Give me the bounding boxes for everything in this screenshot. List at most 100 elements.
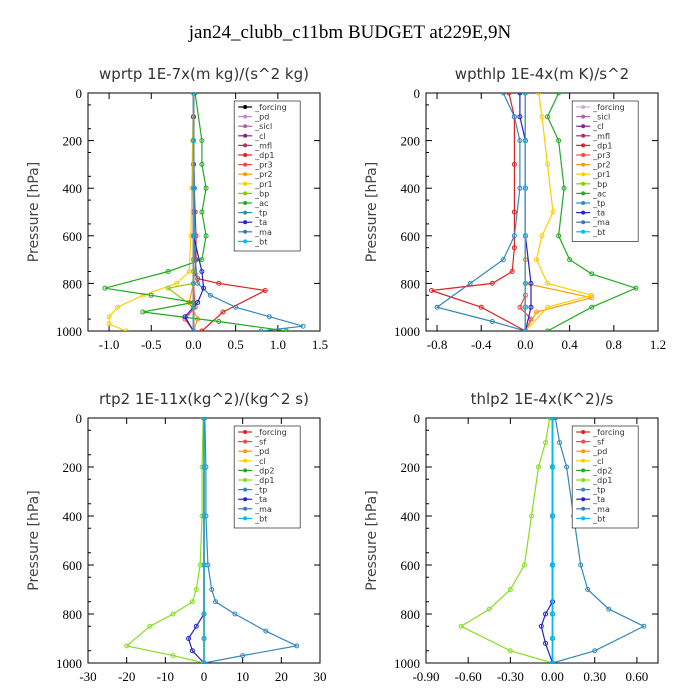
- wprtp-legend-label: _pr2: [254, 170, 272, 179]
- thlp2-legend-marker: [581, 439, 586, 444]
- rtp2-series-group: [124, 418, 300, 663]
- wprtp-legend-marker: [243, 172, 248, 177]
- thlp2-legend-label: _ma: [592, 505, 610, 514]
- thlp2-xtick-label: 0.30: [583, 669, 606, 684]
- wpthlp-legend-label: _tp: [592, 199, 605, 208]
- wprtp-series-point-ta: [195, 299, 201, 305]
- wpthlp-series-point-tp: [511, 233, 517, 239]
- rtp2-series-point-tp: [209, 587, 215, 592]
- rtp2-series-line-dp1: [125, 418, 205, 663]
- thlp2-series-group: [458, 418, 647, 663]
- wprtp-xtick-label: 0.5: [228, 337, 244, 352]
- thlp2-legend-marker: [581, 478, 586, 482]
- thlp2-series-point-dp1: [547, 418, 553, 421]
- wpthlp-series-point-ta: [517, 93, 523, 96]
- wprtp-series-point-ac: [199, 138, 205, 144]
- thlp2-series-point-bt: [550, 418, 556, 421]
- wprtp-legend-marker: [243, 210, 248, 215]
- wprtp-xtick-label: 0.0: [185, 337, 201, 352]
- rtp2-legend: _forcing_sf_pd_cl_dp2_dp1_tp_ta_ma_bt: [233, 425, 301, 529]
- rtp2-legend-marker: [243, 478, 248, 482]
- wpthlp-series-point-dp1: [509, 269, 515, 274]
- thlp2-series-point-ta: [543, 611, 549, 617]
- wpthlp-legend-marker: [581, 153, 586, 157]
- thlp2-series-point-ta: [543, 640, 549, 646]
- rtp2-xtick-label: 20: [275, 669, 288, 684]
- wpthlp-ytick-label: 1000: [394, 324, 420, 339]
- rtp2-series-point-bt: [201, 660, 207, 663]
- wpthlp-series-point-pr1: [545, 280, 551, 286]
- thlp2-legend-label: _cl: [592, 457, 604, 466]
- wprtp-legend-marker: [243, 124, 248, 129]
- wprtp-series-point-bt: [190, 185, 196, 191]
- thlp2-legend-marker: [581, 430, 586, 434]
- wprtp-series-point-bt: [190, 93, 196, 96]
- thlp2-xtick-label: -0.30: [497, 669, 524, 684]
- wprtp-legend-label: _ma: [254, 228, 272, 237]
- wprtp-series-point-ac: [199, 257, 205, 263]
- wpthlp-legend-marker: [581, 201, 586, 205]
- wprtp-legend-marker: [243, 201, 248, 205]
- wpthlp-legend-label: _bp: [592, 180, 607, 189]
- thlp2-series-point-bt: [550, 464, 556, 470]
- thlp2-series-point-bt: [550, 513, 556, 519]
- wprtp-series-point-bt: [190, 233, 196, 239]
- wprtp-ytick-label: 0: [76, 86, 83, 101]
- thlp2-xtick-label: -0.60: [455, 669, 482, 684]
- wpthlp-series-line-tp: [435, 93, 526, 331]
- wpthlp-series-point-pr1: [589, 292, 595, 298]
- rtp2-legend-label: _tp: [254, 486, 267, 495]
- wpthlp-series-point-pr3: [517, 304, 523, 310]
- wprtp-ytick-label: 200: [63, 134, 83, 149]
- thlp2-ytick-label: 0: [414, 411, 421, 426]
- rtp2-legend-label: _dp2: [254, 466, 274, 475]
- wpthlp-series-point-ac: [545, 328, 551, 331]
- wprtp-series-point-ta: [182, 314, 188, 320]
- wprtp-series-point-ac: [203, 233, 209, 239]
- wprtp-title: wprtp 1E-7x(m kg)/(s^2 kg): [99, 65, 309, 83]
- rtp2-series-point-tp: [213, 599, 219, 605]
- thlp2-series-point-dp1: [521, 562, 527, 568]
- wprtp-series-point-tp: [207, 292, 213, 298]
- thlp2-legend-marker: [581, 487, 586, 492]
- wpthlp-legend-label: _sicl: [592, 113, 610, 122]
- rtp2-ytick-label: 0: [76, 411, 83, 426]
- wpthlp-series-point-pr1: [545, 304, 551, 310]
- wpthlp-series-point-ac: [589, 271, 595, 277]
- wprtp-series-point-ac: [203, 185, 209, 191]
- rtp2-xtick-label: -30: [79, 669, 96, 684]
- rtp2-series-point-ta: [193, 623, 199, 629]
- wpthlp-legend-label: _pr2: [592, 161, 610, 170]
- wprtp-xtick-label: 1.5: [312, 337, 328, 352]
- wpthlp-ytick-label: 600: [401, 229, 421, 244]
- wprtp-legend-label: _forcing: [254, 103, 287, 112]
- thlp2-legend-label: _dp1: [592, 476, 612, 485]
- wpthlp-series-point-bt: [522, 93, 528, 96]
- wpthlp-legend-marker: [581, 172, 586, 177]
- wprtp-legend-label: _sicl: [254, 122, 272, 131]
- rtp2-ytick-label: 600: [63, 558, 83, 573]
- wprtp-xtick-label: 1.0: [270, 337, 286, 352]
- thlp2-series-point-bt: [550, 636, 556, 641]
- wprtp-series-point-pr1: [106, 321, 112, 327]
- wpthlp-series-point-dp1: [511, 161, 517, 167]
- thlp2-ytick-label: 200: [401, 460, 421, 475]
- rtp2-series-point-dp1: [189, 599, 195, 605]
- wpthlp-series-line-dp1: [431, 93, 526, 331]
- rtp2-series-point-tp: [240, 653, 246, 659]
- rtp2-xtick-label: 10: [236, 669, 249, 684]
- wprtp-series-point-dp1: [262, 288, 268, 294]
- wprtp-legend-marker: [243, 114, 248, 119]
- wpthlp-series-point-ac: [589, 304, 595, 310]
- thlp2-legend-label: _dp2: [592, 466, 612, 475]
- wpthlp-series-point-pr1: [539, 114, 545, 120]
- thlp2-series-point-tp: [578, 562, 584, 568]
- wpthlp-legend-marker: [581, 181, 586, 186]
- wpthlp-series-point-ac: [545, 114, 551, 120]
- wprtp-ytick-label: 800: [63, 276, 83, 291]
- wpthlp-series-point-pr1: [539, 233, 545, 239]
- wpthlp-series-point-bt: [522, 328, 528, 331]
- wprtp-legend-label: _mfl: [254, 141, 272, 150]
- wpthlp-legend: _forcing_sicl_cl_mfl_dp1_pr3_pr2_pr1_bp_…: [571, 100, 639, 242]
- wpthlp-frame: [425, 92, 659, 332]
